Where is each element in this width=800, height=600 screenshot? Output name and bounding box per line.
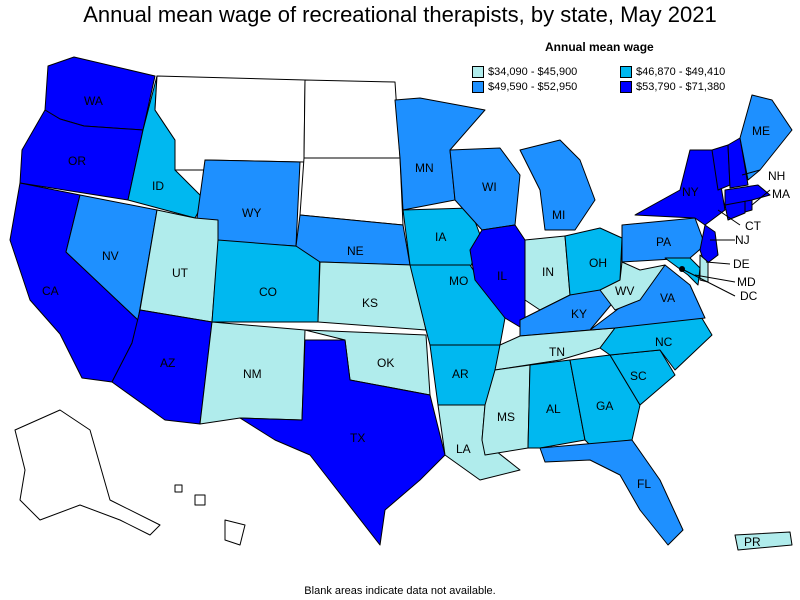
state-label-KS: KS: [362, 296, 378, 310]
state-label-MN: MN: [415, 161, 434, 175]
leader-line-CT: [717, 209, 741, 226]
state-MD[interactable]: [664, 257, 701, 286]
state-label-NV: NV: [102, 249, 119, 263]
state-label-TN: TN: [549, 345, 565, 359]
state-TX[interactable]: [239, 339, 446, 546]
state-label-DE: DE: [733, 257, 750, 271]
legend-label-bin-3: $53,790 - $71,380: [636, 81, 726, 93]
state-label-CA: CA: [42, 284, 59, 298]
state-label-TX: TX: [350, 431, 365, 445]
leader-line-NH: [741, 169, 761, 176]
legend-title: Annual mean wage: [545, 40, 654, 54]
leader-line-DE: [705, 261, 731, 265]
state-AL[interactable]: [527, 359, 586, 449]
state-label-VA: VA: [660, 291, 675, 305]
state-label-AL: AL: [546, 402, 561, 416]
state-label-MI: MI: [552, 208, 565, 222]
legend-item-bin-0: $34,090 - $45,900: [472, 66, 577, 78]
legend-swatch-bin-3: [620, 81, 632, 93]
state-ME[interactable]: [739, 94, 793, 181]
leader-line-MD: [694, 274, 736, 283]
state-label-WV: WV: [615, 284, 634, 298]
legend-label-bin-1: $46,870 - $49,410: [636, 66, 726, 78]
state-label-NJ: NJ: [735, 233, 750, 247]
state-SD[interactable]: [299, 157, 404, 226]
legend-item-bin-1: $46,870 - $49,410: [620, 66, 725, 78]
state-label-WA: WA: [84, 94, 103, 108]
footnote: Blank areas indicate data not available.: [304, 585, 496, 597]
state-FL[interactable]: [539, 439, 684, 546]
legend-swatch-bin-1: [620, 66, 632, 78]
state-label-UT: UT: [172, 266, 189, 280]
state-label-KY: KY: [571, 307, 587, 321]
legend-swatch-bin-0: [472, 66, 484, 78]
state-label-MO: MO: [449, 274, 468, 288]
state-label-MD: MD: [737, 275, 756, 289]
state-label-SC: SC: [630, 369, 647, 383]
leader-line-MA: [751, 189, 771, 206]
legend-item-bin-2: $49,590 - $52,950: [472, 81, 577, 93]
state-label-WI: WI: [482, 180, 497, 194]
legend-label-bin-2: $49,590 - $52,950: [488, 81, 578, 93]
state-NJ[interactable]: [699, 224, 719, 266]
state-label-ME: ME: [752, 124, 770, 138]
state-AK[interactable]: [14, 409, 161, 536]
state-label-OH: OH: [589, 256, 607, 270]
state-HI[interactable]: [174, 484, 246, 546]
state-PA[interactable]: [621, 217, 706, 263]
state-label-PA: PA: [656, 235, 671, 249]
state-label-DC: DC: [740, 289, 758, 303]
state-label-NC: NC: [655, 335, 673, 349]
state-WV[interactable]: [599, 261, 666, 311]
state-NH[interactable]: [727, 137, 749, 189]
state-label-PR: PR: [744, 535, 761, 549]
legend-label-bin-0: $34,090 - $45,900: [488, 66, 578, 78]
state-label-NE: NE: [347, 244, 364, 258]
state-label-LA: LA: [456, 442, 471, 456]
state-label-CT: CT: [745, 219, 762, 233]
state-label-NY: NY: [682, 185, 699, 199]
state-label-GA: GA: [596, 399, 613, 413]
state-RI[interactable]: [744, 199, 753, 213]
state-label-NM: NM: [243, 367, 262, 381]
leader-line-DC: [681, 268, 736, 297]
state-label-WY: WY: [242, 206, 261, 220]
state-label-NH: NH: [768, 169, 785, 183]
state-label-MS: MS: [497, 410, 515, 424]
state-label-AZ: AZ: [160, 356, 175, 370]
state-label-MA: MA: [772, 187, 790, 201]
state-label-OK: OK: [377, 356, 394, 370]
state-MI[interactable]: [519, 139, 596, 231]
state-label-FL: FL: [637, 477, 651, 491]
map-title: Annual mean wage of recreational therapi…: [83, 2, 717, 27]
state-CO[interactable]: [211, 239, 321, 323]
state-label-OR: OR: [68, 154, 86, 168]
state-NY[interactable]: [634, 149, 726, 226]
legend-item-bin-3: $53,790 - $71,380: [620, 81, 725, 93]
state-label-IA: IA: [435, 230, 446, 244]
state-label-AR: AR: [452, 367, 469, 381]
state-ND[interactable]: [303, 79, 401, 159]
state-label-ID: ID: [152, 179, 164, 193]
state-IL[interactable]: [469, 224, 526, 331]
state-label-IN: IN: [542, 265, 554, 279]
state-MT[interactable]: [154, 75, 306, 171]
legend-swatch-bin-2: [472, 81, 484, 93]
state-PR[interactable]: [734, 531, 793, 551]
state-label-IL: IL: [497, 269, 507, 283]
state-label-CO: CO: [259, 285, 277, 299]
